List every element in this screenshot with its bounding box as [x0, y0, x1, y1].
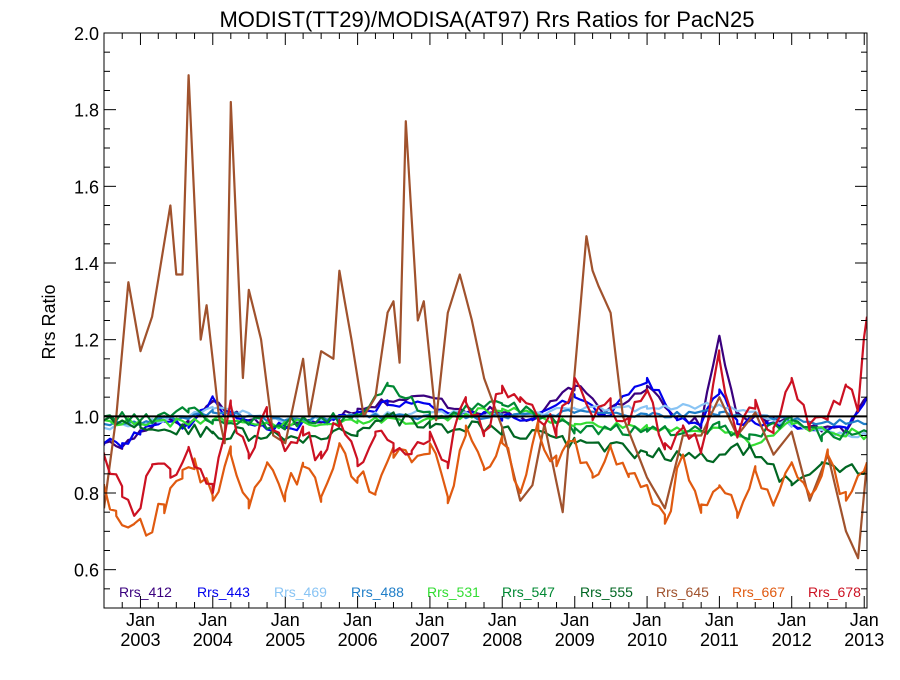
- series-line-rrs-645: [104, 74, 867, 560]
- y-axis-label: Rrs Ratio: [39, 284, 59, 359]
- x-tick-label-month: Jan: [271, 610, 300, 630]
- series-group: [104, 74, 867, 560]
- y-tick-label: 1.6: [74, 177, 99, 197]
- legend-entry-rrs-555: Rrs_555: [580, 584, 633, 600]
- legend-entry-rrs-443: Rrs_443: [197, 584, 250, 600]
- y-tick-label: 1.2: [74, 331, 99, 351]
- x-tick-label-year: 2013: [844, 630, 884, 650]
- x-tick-label-month: Jan: [777, 610, 806, 630]
- x-tick-label-year: 2010: [627, 630, 667, 650]
- legend-entry-rrs-531: Rrs_531: [427, 584, 480, 600]
- series-line-rrs-547: [104, 381, 867, 443]
- legend-entry-rrs-412: Rrs_412: [119, 584, 172, 600]
- x-tick-label-year: 2003: [120, 630, 160, 650]
- x-tick-label-month: Jan: [343, 610, 372, 630]
- x-tick-label-month: Jan: [850, 610, 879, 630]
- y-tick-label: 1.4: [74, 254, 99, 274]
- legend-entry-rrs-667: Rrs_667: [732, 584, 785, 600]
- y-tick-label: 0.8: [74, 484, 99, 504]
- y-tick-label: 0.6: [74, 561, 99, 581]
- y-tick-label: 1.8: [74, 101, 99, 121]
- x-tick-label-year: 2005: [265, 630, 305, 650]
- x-tick-label-year: 2009: [555, 630, 595, 650]
- plot-frame: [103, 32, 868, 609]
- x-tick-label-month: Jan: [560, 610, 589, 630]
- y-tick-label: 1.0: [74, 407, 99, 427]
- axes: 0.60.81.01.21.41.61.82.0Jan2003Jan2004Ja…: [74, 24, 884, 650]
- legend-entry-rrs-645: Rrs_645: [656, 584, 709, 600]
- x-tick-label-month: Jan: [633, 610, 662, 630]
- y-tick-label: 2.0: [74, 24, 99, 44]
- legend-entry-rrs-547: Rrs_547: [502, 584, 555, 600]
- legend-entry-rrs-469: Rrs_469: [274, 584, 327, 600]
- x-tick-label-month: Jan: [198, 610, 227, 630]
- x-tick-label-month: Jan: [415, 610, 444, 630]
- chart-title: MODIST(TT29)/MODISA(AT97) Rrs Ratios for…: [219, 7, 754, 32]
- plot-area: [104, 74, 867, 560]
- x-tick-label-year: 2004: [193, 630, 233, 650]
- legend: Rrs_412 Rrs_443 Rrs_469 Rrs_488 Rrs_531 Rrs_5…: [119, 584, 861, 600]
- x-tick-label-year: 2008: [482, 630, 522, 650]
- x-tick-label-month: Jan: [705, 610, 734, 630]
- x-tick-label-year: 2012: [772, 630, 812, 650]
- x-tick-label-year: 2007: [410, 630, 450, 650]
- legend-entry-rrs-488: Rrs_488: [351, 584, 404, 600]
- legend-entry-rrs-678: Rrs_678: [808, 584, 861, 600]
- x-tick-label-year: 2011: [700, 630, 739, 650]
- series-line-rrs-678: [104, 316, 867, 517]
- x-tick-label-month: Jan: [488, 610, 517, 630]
- x-tick-label-month: Jan: [126, 610, 155, 630]
- series-line-rrs-667: [104, 419, 867, 537]
- x-tick-label-year: 2006: [338, 630, 378, 650]
